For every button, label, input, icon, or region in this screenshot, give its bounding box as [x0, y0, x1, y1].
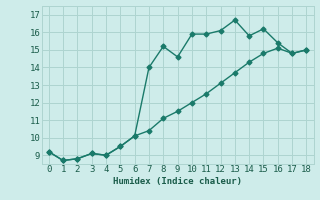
- X-axis label: Humidex (Indice chaleur): Humidex (Indice chaleur): [113, 177, 242, 186]
